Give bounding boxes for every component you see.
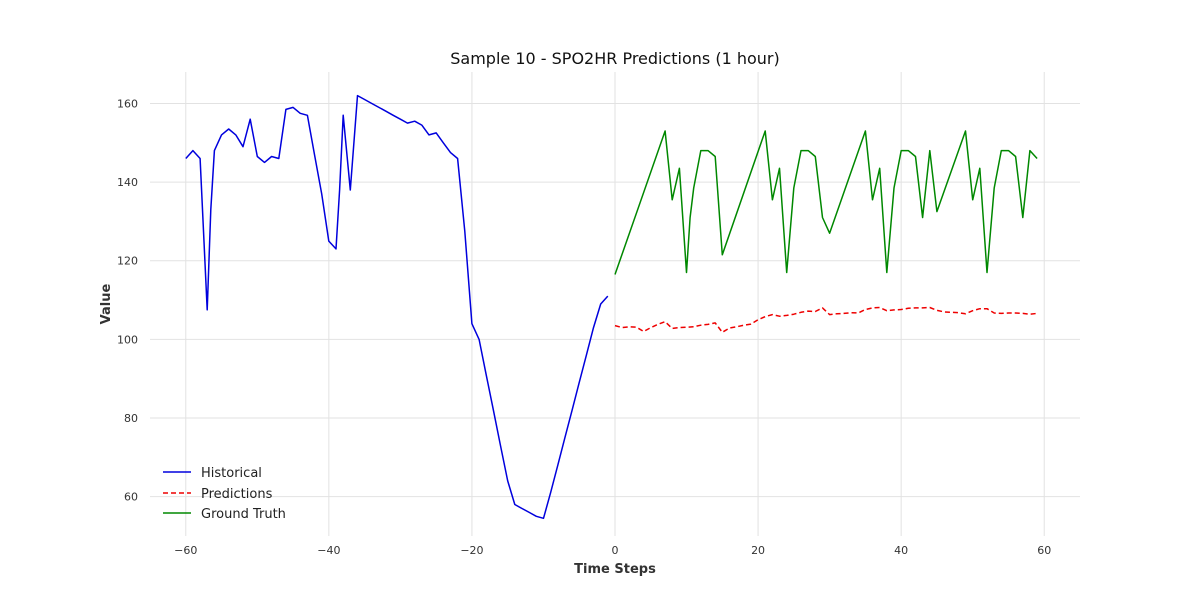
y-tick-label: 60: [124, 491, 138, 504]
x-tick-label: −40: [317, 544, 340, 557]
y-tick-label: 140: [117, 176, 138, 189]
series-lines: [185, 94, 1038, 520]
y-axis-label: Value: [99, 283, 114, 324]
x-tick-label: 0: [612, 544, 619, 557]
legend-label-ground-truth: Ground Truth: [201, 507, 286, 522]
y-tick-label: 120: [117, 255, 138, 268]
x-tick-label: −60: [174, 544, 197, 557]
x-tick-label: 60: [1037, 544, 1051, 557]
legend-label-predictions: Predictions: [201, 487, 273, 502]
y-tick-label: 160: [117, 97, 138, 110]
legend-label-historical: Historical: [201, 466, 262, 481]
gridlines: [150, 72, 1080, 536]
x-tick-labels: −60 −40 −20 0 20 40 60: [174, 544, 1051, 557]
y-tick-label: 80: [124, 412, 138, 425]
series-line-predictions: [614, 306, 1038, 334]
series-line-ground-truth: [614, 130, 1038, 275]
x-tick-label: 40: [894, 544, 908, 557]
x-axis-label: Time Steps: [574, 562, 656, 577]
x-tick-label: −20: [460, 544, 483, 557]
y-tick-labels: 60 80 100 120 140 160: [117, 97, 138, 503]
legend: Historical Predictions Ground Truth: [163, 466, 286, 522]
series-line-historical: [185, 94, 609, 520]
y-tick-label: 100: [117, 333, 138, 346]
x-tick-label: 20: [751, 544, 765, 557]
chart-title: Sample 10 - SPO2HR Predictions (1 hour): [450, 49, 780, 68]
